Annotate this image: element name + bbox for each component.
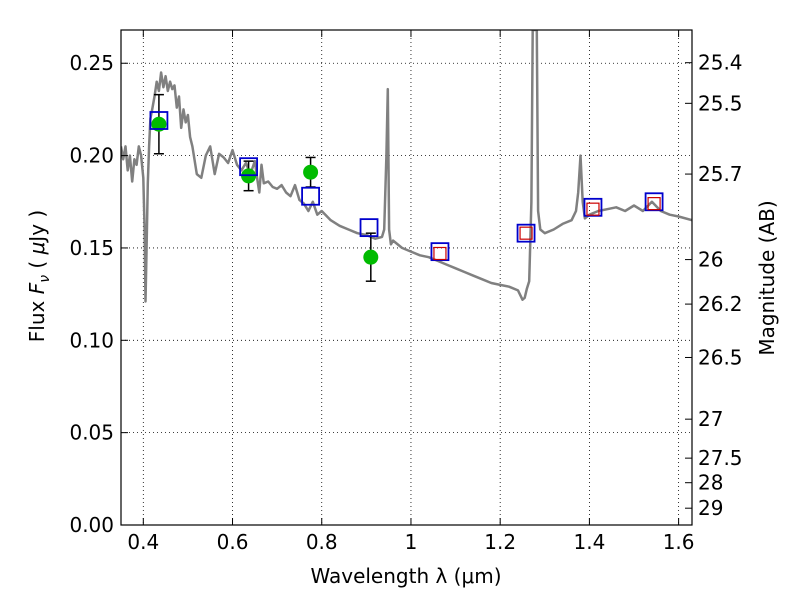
y2-tick-label-0: 25.4 bbox=[698, 51, 743, 75]
y-tick-label-2: 0.10 bbox=[69, 328, 114, 352]
y-axis-label-symbol: F bbox=[25, 282, 49, 294]
y2-axis-label: Magnitude (AB) bbox=[755, 200, 779, 355]
y-axis-label-mu: μ bbox=[25, 242, 49, 256]
model-blue-square-3 bbox=[359, 218, 379, 238]
x-axis-label: Wavelength λ (μm) bbox=[310, 564, 501, 588]
y-axis-label-open: ( bbox=[25, 254, 49, 275]
model-red-square-0 bbox=[433, 246, 447, 261]
x-tick-label-3: 1 bbox=[405, 530, 418, 554]
model-blue-square-0 bbox=[149, 111, 169, 130]
x-tick-label-4: 1.2 bbox=[484, 530, 516, 554]
y2-tick-label-4: 26.2 bbox=[698, 292, 743, 316]
y2-tick-label-2: 25.7 bbox=[698, 162, 743, 186]
y2-tick-label-7: 27.5 bbox=[698, 446, 743, 470]
y2-tick-label-6: 27 bbox=[698, 407, 723, 431]
y-axis-label: Flux Fν ( μJy ) bbox=[25, 210, 53, 342]
y-tick-label-4: 0.20 bbox=[69, 144, 114, 168]
y-tick-label-5: 0.25 bbox=[69, 51, 114, 75]
y-tick-label-1: 0.05 bbox=[69, 421, 114, 445]
y2-tick-label-5: 26.5 bbox=[698, 345, 743, 369]
model-blue-square-6 bbox=[583, 197, 603, 217]
grid-lines bbox=[121, 30, 692, 526]
model-blue-square-7 bbox=[644, 192, 664, 212]
y2-tick-label-3: 26 bbox=[698, 248, 723, 272]
y-axis-label-subscript: ν bbox=[37, 275, 53, 283]
model-red-square-1 bbox=[519, 226, 533, 240]
observed-point-2 bbox=[303, 164, 319, 180]
y-axis-ticks: 0.00 0.05 0.10 0.15 0.20 0.25 bbox=[69, 51, 128, 537]
model-red-square-3 bbox=[647, 197, 661, 211]
y-axis-label-unit: Jy ) bbox=[25, 210, 49, 244]
x-tick-label-2: 0.8 bbox=[306, 530, 338, 554]
plot-frame bbox=[120, 29, 693, 526]
model-red-square-2 bbox=[586, 202, 600, 216]
spectrum-line bbox=[121, 30, 692, 303]
x-tick-label-0: 0.4 bbox=[127, 530, 159, 554]
observed-point-0 bbox=[151, 116, 167, 132]
observed-point-3 bbox=[363, 249, 379, 265]
model-blue-square-2 bbox=[301, 186, 320, 206]
model-blue-square-1 bbox=[239, 157, 258, 177]
x-axis-ticks: 0.4 0.6 0.8 1 1.2 1.4 1.6 bbox=[127, 30, 695, 554]
y-tick-label-0: 0.00 bbox=[69, 513, 114, 537]
y2-tick-label-1: 25.5 bbox=[698, 91, 743, 115]
y-tick-label-3: 0.15 bbox=[69, 236, 114, 260]
plot-series bbox=[121, 30, 692, 303]
model-blue-square-4 bbox=[430, 242, 450, 262]
y-axis-label-prefix: Flux bbox=[25, 294, 49, 342]
model-blue-square-5 bbox=[516, 223, 536, 243]
x-tick-label-5: 1.4 bbox=[573, 530, 605, 554]
x-tick-label-1: 0.6 bbox=[217, 530, 249, 554]
y2-tick-label-9: 29 bbox=[698, 496, 723, 520]
x-tick-label-6: 1.6 bbox=[663, 530, 695, 554]
y2-tick-label-8: 28 bbox=[698, 471, 723, 495]
